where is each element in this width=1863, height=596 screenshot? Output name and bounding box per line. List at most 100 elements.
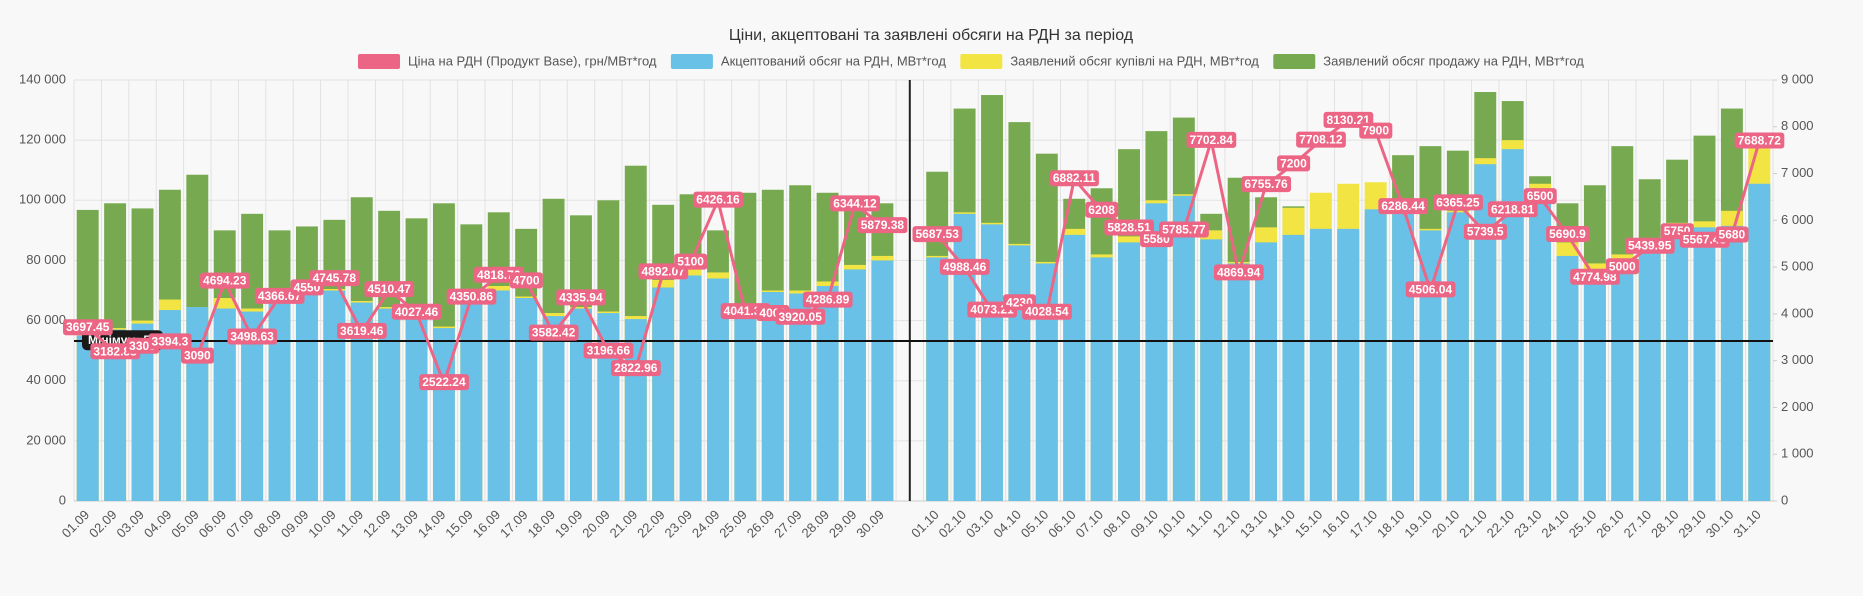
bar: [816, 285, 839, 501]
x-tick-label: 26.10: [1593, 507, 1627, 541]
value-label-bg: [611, 360, 661, 377]
bar: [1364, 209, 1387, 502]
bar: [350, 302, 373, 501]
x-tick-label: 13.10: [1237, 507, 1271, 541]
x-tick-label: 14.10: [1264, 507, 1298, 541]
value-label-bg: [1359, 122, 1393, 139]
bar: [1392, 209, 1415, 502]
x-tick-label: 06.09: [196, 507, 230, 541]
bar: [1227, 263, 1250, 501]
value-label: 7900: [1359, 122, 1393, 139]
value-label-text: 6426.16: [696, 193, 740, 207]
value-label: 6344.12: [830, 195, 880, 212]
value-label-bg: [419, 374, 469, 391]
x-tick-label: 16.10: [1319, 507, 1353, 541]
x-tick-label: 21.10: [1456, 507, 1490, 541]
value-label-text: 7200: [1280, 156, 1307, 170]
y2-tick-label: 0: [1781, 492, 1788, 507]
value-label-bg: [1277, 155, 1311, 172]
bar: [1748, 183, 1771, 501]
value-label-bg: [1296, 131, 1346, 148]
value-label-text: 4027.46: [395, 305, 439, 319]
value-label-text: 4774.98: [1573, 270, 1617, 284]
y-tick-label: 100 000: [19, 192, 66, 207]
value-label-text: 3697.45: [66, 320, 110, 334]
x-tick-label: 28.10: [1648, 507, 1682, 541]
value-label-text: 3196.66: [587, 344, 631, 358]
value-label-bg: [1734, 132, 1785, 149]
value-label-text: 4350.86: [450, 290, 494, 304]
value-label-text: 6218.81: [1491, 202, 1535, 216]
value-label-text: 6344.12: [833, 196, 877, 210]
bar: [597, 313, 620, 501]
value-label-text: 2822.96: [614, 361, 658, 375]
bar: [1063, 234, 1086, 501]
y-tick-label: 40 000: [26, 372, 66, 387]
value-label-bg: [309, 270, 360, 287]
chart-title: Ціни, акцептовані та заявлені обсяги на …: [729, 27, 1134, 44]
bar: [1529, 203, 1552, 502]
x-tick-label: 18.09: [524, 507, 558, 541]
y-tick-label: 80 000: [26, 252, 66, 267]
value-label-bg: [1433, 194, 1483, 211]
x-tick-label: 31.10: [1730, 507, 1764, 541]
value-label-bg: [180, 347, 214, 364]
value-label-bg: [556, 289, 606, 306]
bar: [1611, 260, 1634, 501]
value-label-bg: [1546, 225, 1590, 242]
value-label-bg: [1213, 264, 1264, 281]
x-tick-label: 30.10: [1703, 507, 1737, 541]
value-label-text: 6208: [1088, 203, 1115, 217]
x-tick-label: 23.10: [1511, 507, 1545, 541]
value-label: 3196.66: [583, 342, 634, 359]
bar: [487, 290, 510, 501]
x-tick-label: 15.09: [442, 507, 476, 541]
value-label-bg: [148, 333, 192, 350]
bar: [871, 260, 894, 501]
x-tick-label: 29.10: [1675, 507, 1709, 541]
value-label-bg: [391, 303, 442, 320]
value-label-bg: [1715, 226, 1749, 243]
x-tick-label: 28.09: [799, 507, 833, 541]
x-tick-label: 05.09: [168, 507, 202, 541]
bar: [1583, 270, 1606, 501]
x-tick-label: 09.09: [278, 507, 312, 541]
value-label-text: 6500: [1527, 189, 1554, 203]
value-label-text: 4286.89: [806, 293, 850, 307]
x-tick-label: 12.10: [1210, 507, 1244, 541]
x-tick-label: 18.10: [1374, 507, 1408, 541]
value-label-bg: [1378, 198, 1429, 215]
value-label-text: 4335.94: [559, 290, 603, 304]
y2-tick-label: 8 000: [1781, 118, 1814, 133]
bar: [131, 323, 154, 501]
x-tick-label: 03.09: [113, 507, 147, 541]
bar: [1720, 225, 1743, 501]
value-label: 3697.45: [63, 319, 113, 336]
bar: [1282, 234, 1305, 501]
value-label-text: 4700: [513, 273, 540, 287]
value-label: 5690.9: [1546, 225, 1590, 242]
x-tick-label: 04.09: [141, 507, 175, 541]
value-label-bg: [1186, 131, 1237, 148]
value-label: 7688.72: [1734, 132, 1785, 149]
value-label-text: 2522.24: [422, 375, 466, 389]
value-label-text: 4510.47: [367, 282, 411, 296]
value-label-text: 7708.12: [1299, 133, 1343, 147]
value-label-bg: [364, 281, 415, 298]
value-label: 6218.81: [1487, 201, 1538, 218]
value-label: 4027.46: [391, 303, 442, 320]
bar: [1666, 230, 1689, 501]
value-label: 5439.95: [1624, 237, 1675, 254]
value-label-text: 5000: [1609, 259, 1636, 273]
value-label: 5000: [1605, 258, 1639, 275]
bar: [1309, 228, 1332, 501]
value-label-bg: [1624, 237, 1675, 254]
y2-tick-label: 2 000: [1781, 399, 1814, 414]
x-tick-label: 24.10: [1538, 507, 1572, 541]
value-label-bg: [1241, 176, 1292, 193]
legend-swatch: [960, 54, 1003, 69]
value-label-bg: [1159, 221, 1209, 238]
y2-tick-label: 1 000: [1781, 446, 1814, 461]
bar: [707, 278, 729, 501]
